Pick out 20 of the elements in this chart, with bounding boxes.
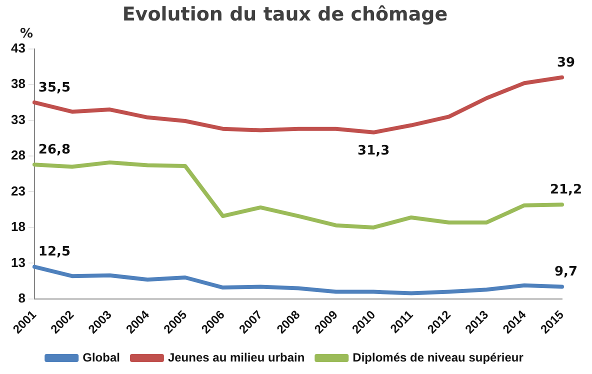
data-label: 35,5 [38,80,70,96]
y-tick-label: 8 [18,290,26,306]
data-label: 31,3 [358,143,390,158]
y-tick-label: 33 [10,112,26,127]
y-tick-label: 43 [10,40,26,56]
y-axis-title: % [20,26,33,42]
data-label: 39 [556,55,576,70]
y-tick-label: 23 [10,183,26,198]
data-label: 21,2 [550,182,582,198]
legend-label: Global [82,350,120,364]
y-tick-label: 38 [10,76,26,92]
chart-title: Evolution du taux de chômage [122,3,448,26]
data-label: 9,7 [554,264,578,280]
data-label: 26,8 [38,142,70,158]
legend-label: Diplomés de niveau supérieur [352,350,524,364]
data-label: 12,5 [38,244,70,260]
y-tick-label: 13 [10,254,26,270]
legend-label: Jeunes au milieu urbain [168,350,305,364]
y-tick-label: 28 [10,148,26,163]
y-tick-label: 18 [10,219,26,234]
